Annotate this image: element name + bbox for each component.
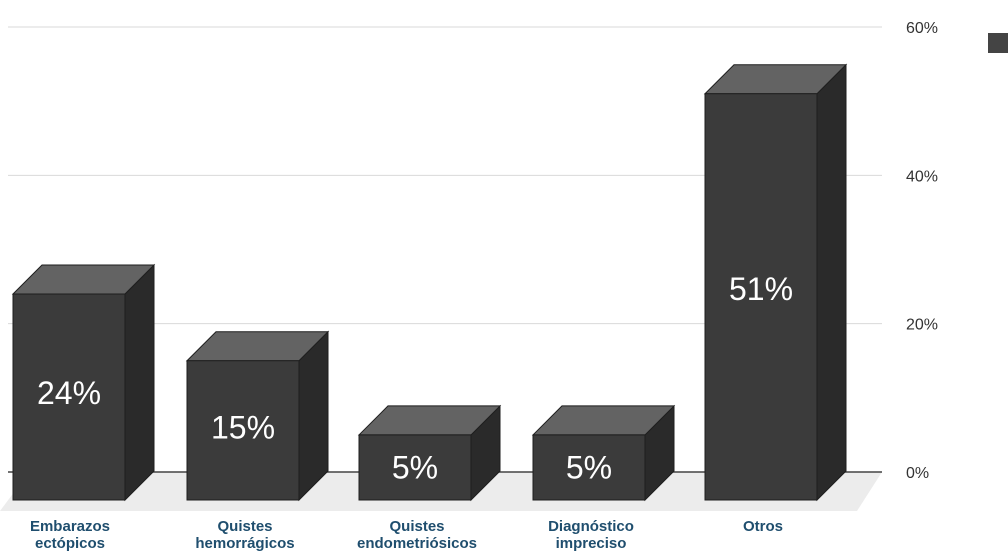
legend-swatch bbox=[988, 33, 1008, 53]
bar-value-label: 51% bbox=[729, 271, 793, 307]
category-labels: Embarazos ectópicos Quistes hemorrágicos Qui… bbox=[30, 518, 783, 552]
category-label: Otros bbox=[743, 518, 783, 535]
bars: 24% 15% 5% 5% 51% bbox=[11, 63, 848, 502]
bar-front-face bbox=[358, 434, 472, 501]
y-tick-label: 60% bbox=[906, 20, 938, 37]
bar-side-face bbox=[124, 263, 155, 502]
bar-front-face bbox=[186, 360, 300, 501]
bar: 5% bbox=[357, 404, 502, 502]
bar-value-label: 24% bbox=[37, 375, 101, 411]
bar: 15% bbox=[185, 330, 330, 502]
category-label: Embarazos ectópicos bbox=[30, 518, 110, 552]
legend bbox=[988, 33, 1008, 53]
bar-front-face bbox=[704, 93, 818, 501]
bar-front-face bbox=[532, 434, 646, 501]
y-tick-label: 20% bbox=[906, 317, 938, 334]
bar-side-face bbox=[816, 63, 847, 502]
y-tick-label: 0% bbox=[906, 465, 929, 482]
bar-front-face bbox=[12, 293, 126, 501]
bar: 5% bbox=[531, 404, 676, 502]
bar: 51% bbox=[703, 63, 848, 502]
y-tick-label: 40% bbox=[906, 168, 938, 185]
category-label: Quistes endometriósicos bbox=[357, 518, 477, 552]
y-axis-ticks: 0% 20% 40% 60% bbox=[906, 20, 938, 482]
category-label: Diagnóstico impreciso bbox=[548, 518, 634, 552]
category-label: Quistes hemorrágicos bbox=[195, 518, 294, 552]
bar-value-label: 5% bbox=[566, 449, 612, 485]
bar-value-label: 5% bbox=[392, 449, 438, 485]
bar: 24% bbox=[11, 263, 156, 502]
bar-value-label: 15% bbox=[211, 410, 275, 446]
